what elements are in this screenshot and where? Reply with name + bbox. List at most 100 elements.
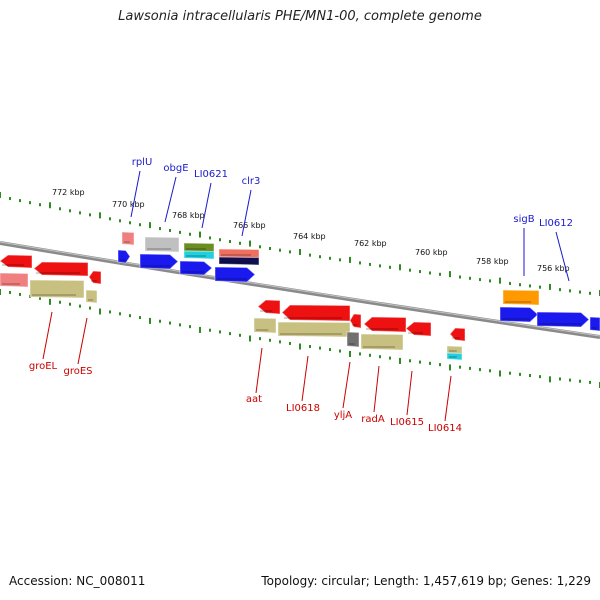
tick-mark (469, 366, 471, 370)
tick-mark (149, 222, 151, 229)
tick-mark (399, 264, 401, 271)
tick-mark (319, 346, 321, 350)
gene-yljA-sheen (346, 331, 360, 348)
tick-mark (49, 202, 51, 209)
gene-olive-LI0618 (277, 321, 351, 338)
leader-LI0612 (555, 231, 570, 282)
label-LI0614: LI0614 (428, 423, 462, 434)
tick-mark (329, 348, 331, 352)
gene-yljA-arrow-sheen (349, 313, 362, 329)
gene-clr3-b-body (219, 257, 259, 265)
gene-LI0618-body (282, 305, 350, 321)
tick-mark (179, 230, 181, 234)
gene-LI0614-sheen (449, 327, 466, 342)
gene-LI0614-b (446, 352, 463, 361)
gene-groEL-sheen (33, 261, 89, 277)
gene-sigB-orange-body (503, 290, 539, 305)
gene-obgE (139, 253, 179, 270)
gene-LI0618-sheen (281, 304, 351, 322)
gene-radA (363, 316, 407, 333)
tick-mark (0, 192, 1, 198)
tick-mark (119, 312, 121, 316)
tick-mark (239, 241, 241, 245)
tick-mark (449, 271, 451, 278)
gene-LI0615-shade (408, 332, 423, 334)
tick-mark (159, 227, 161, 231)
tick-mark (239, 333, 241, 337)
gene-yljA-arrow-body (350, 314, 361, 328)
gene-olive-radA-sheen (360, 333, 404, 351)
tick-mark (429, 361, 431, 365)
gene-LI0614 (449, 327, 466, 342)
gene-obgE-gray-shade (147, 248, 171, 250)
gene-LI0614-a-body (447, 346, 462, 354)
gene-groES-arrow (88, 270, 102, 285)
gene-blue-4-shade (217, 278, 247, 280)
gene-olive-aat-body (254, 318, 276, 333)
label-LI0621: LI0621 (194, 169, 228, 180)
tick-mark (359, 261, 361, 265)
label-leaders (42, 170, 570, 422)
gene-groES-arrow-sheen (88, 270, 102, 285)
tick-mark (359, 352, 361, 356)
gene-LI0621-b (183, 250, 215, 260)
gene-sigB (499, 306, 539, 323)
tick-mark (469, 276, 471, 280)
gene-blue-4-sheen (214, 266, 256, 283)
gene-blue-3 (179, 260, 213, 276)
tick-mark (489, 369, 491, 373)
label-yljA: yljA (334, 410, 352, 421)
label-aat: aat (246, 394, 262, 405)
gene-blue-3-body (180, 261, 212, 275)
label-groES: groES (63, 366, 92, 377)
gene-right-edge-sheen (589, 316, 600, 332)
gene-small-blue-sheen (117, 249, 131, 264)
tick-mark (9, 290, 11, 294)
gene-clr3-b (218, 256, 260, 266)
tick-mark (79, 304, 81, 308)
tick-mark (259, 245, 261, 249)
scale-label: 768 kbp (172, 211, 205, 220)
gene-LI0612-shade (539, 323, 581, 325)
tick-mark (209, 236, 211, 240)
leader-LI0618 (301, 355, 309, 402)
tick-mark (149, 317, 151, 324)
tick-mark (189, 232, 191, 236)
tick-mark (289, 250, 291, 254)
gene-LI0621-a-body (184, 243, 214, 252)
tick-mark (419, 270, 421, 274)
tick-mark (589, 380, 591, 384)
gene-obgE-shade (142, 265, 170, 267)
scale-label: 772 kbp (52, 188, 85, 197)
gene-LI0621-b-body (184, 251, 214, 259)
tick-mark (69, 209, 71, 213)
gene-sigB-shade (502, 318, 530, 320)
tick-mark (489, 279, 491, 283)
tick-mark (59, 207, 61, 211)
leader-LI0614 (444, 375, 452, 422)
leader-aat (255, 347, 263, 394)
tick-mark (199, 326, 201, 333)
tick-mark (579, 379, 581, 383)
gene-left-pink-body (0, 273, 28, 287)
gene-olive-1-shade (32, 294, 76, 296)
tick-mark (519, 283, 521, 287)
tick-mark (589, 291, 591, 295)
gene-rplU-shade (124, 241, 130, 243)
tick-mark (169, 321, 171, 325)
gene-LI0612 (536, 311, 590, 328)
gene-obgE-gray-body (145, 237, 179, 252)
backbone-line (0, 241, 600, 339)
backbone-highlight (0, 241, 600, 337)
scale-label: 756 kbp (537, 264, 570, 273)
gene-labels: rplU obgE LI0621 clr3 sigB LI0612 groEL groES aa… (29, 157, 573, 434)
tick-mark (59, 300, 61, 304)
gene-right-edge (589, 316, 600, 332)
tick-mark (299, 249, 301, 255)
scale-label: 758 kbp (476, 257, 509, 266)
gene-groEL-shade (36, 272, 80, 274)
label-LI0615: LI0615 (390, 417, 424, 428)
leader-clr3 (241, 189, 252, 237)
gene-radA-shade (366, 328, 398, 330)
